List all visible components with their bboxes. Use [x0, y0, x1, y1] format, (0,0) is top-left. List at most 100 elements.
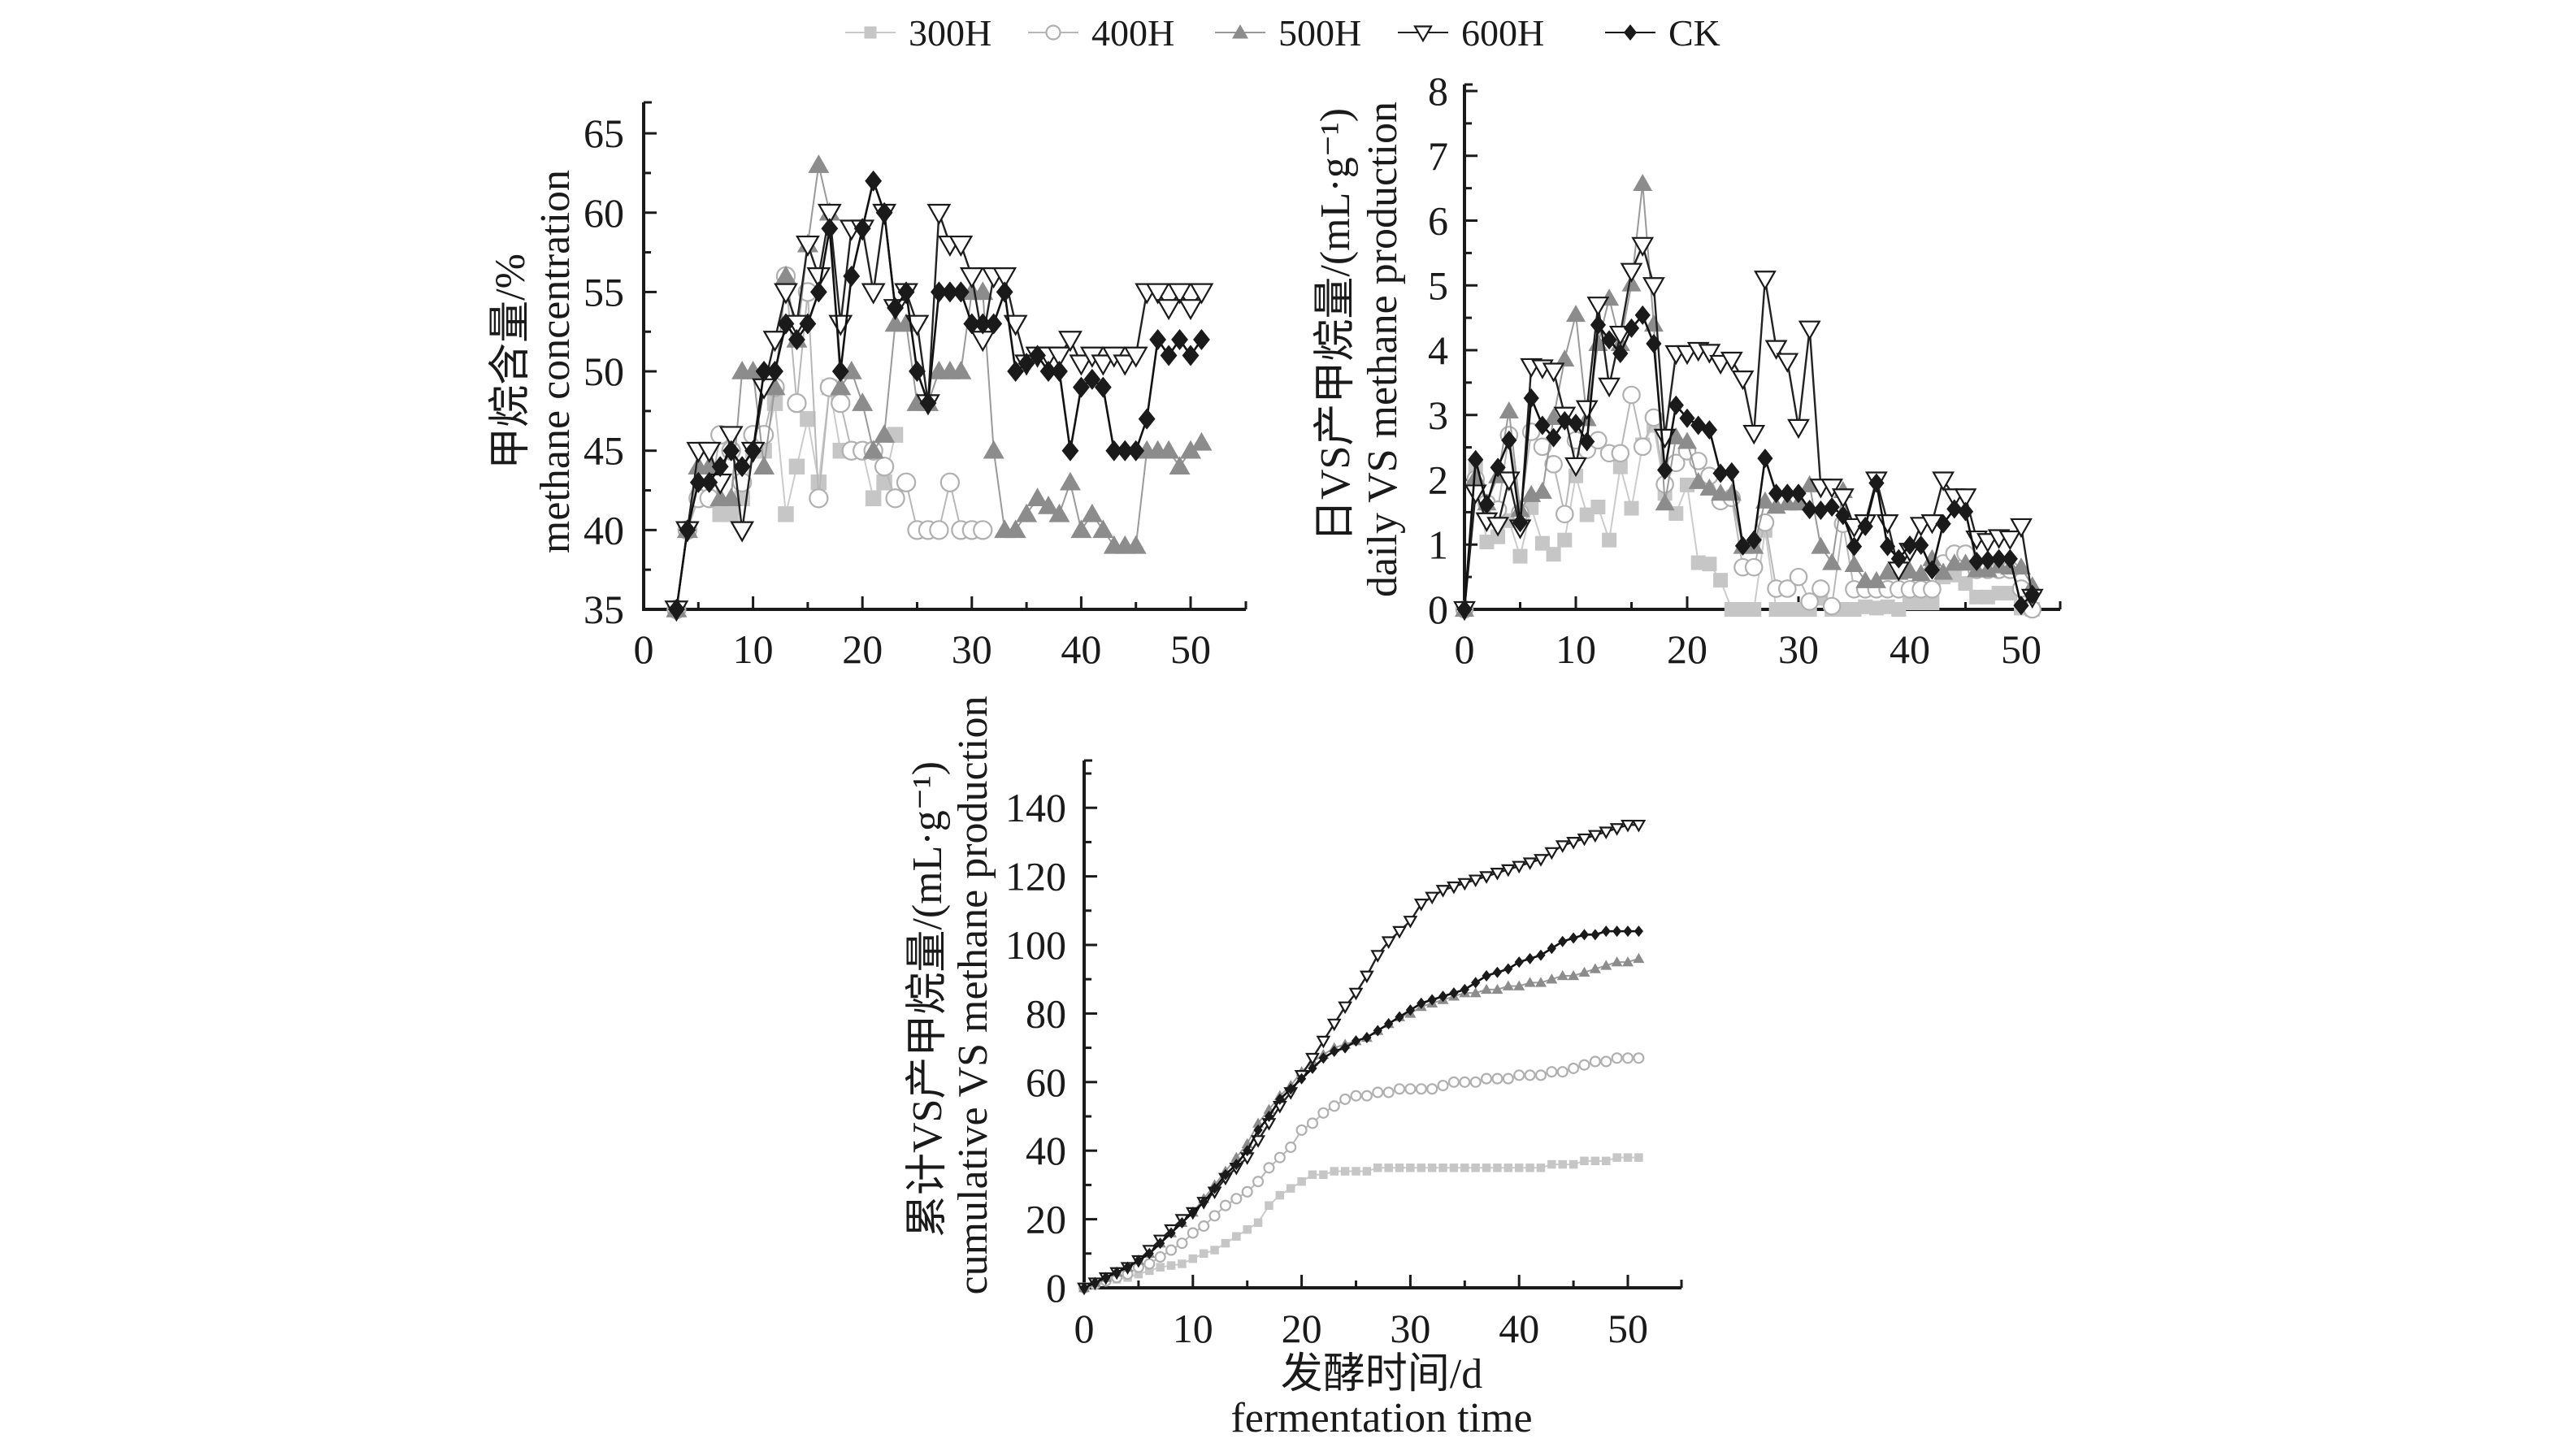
data-point — [1820, 479, 1843, 499]
data-point — [744, 440, 761, 462]
data-point — [1047, 346, 1072, 368]
data-point — [1533, 437, 1552, 457]
data-point — [1734, 535, 1751, 556]
data-point — [1501, 430, 1517, 450]
data-point — [1844, 554, 1864, 572]
data-point — [1360, 1090, 1373, 1102]
data-point — [1800, 592, 1819, 611]
data-point — [1231, 1159, 1241, 1171]
data-point — [1642, 277, 1665, 297]
data-point — [1609, 823, 1625, 836]
x-tick-label: 50 — [1608, 1306, 1648, 1351]
data-point — [778, 506, 794, 522]
data-point — [1191, 431, 1213, 451]
data-point — [1868, 600, 1884, 616]
data-point — [1954, 488, 1977, 509]
data-point — [1980, 550, 1996, 570]
data-point — [1991, 586, 2007, 601]
data-point — [1479, 535, 1495, 550]
data-point — [1957, 501, 1974, 522]
legend-label: 300H — [909, 12, 991, 54]
data-point — [1569, 932, 1578, 944]
data-point — [1536, 949, 1546, 961]
data-point — [996, 281, 1013, 303]
legend-marker-circle-open-icon — [1045, 24, 1061, 41]
data-point — [1622, 385, 1641, 405]
data-point — [1688, 471, 1708, 489]
data-point — [1156, 1263, 1165, 1272]
y-tick-label: 120 — [1005, 854, 1066, 899]
data-point — [1913, 535, 1929, 556]
data-point — [1532, 481, 1552, 499]
data-point — [1061, 440, 1079, 462]
data-point — [1491, 983, 1503, 994]
data-point — [1633, 1052, 1645, 1064]
data-point — [1546, 427, 1562, 448]
y-tick-label: 4 — [1428, 327, 1448, 373]
data-point — [753, 456, 775, 474]
data-point — [1633, 437, 1652, 457]
data-point — [755, 361, 773, 383]
data-point — [1514, 1164, 1524, 1172]
data-point — [1384, 1018, 1394, 1030]
series-600h — [664, 203, 1214, 622]
data-point — [1780, 602, 1795, 617]
data-point — [1566, 305, 1586, 323]
data-point — [963, 313, 981, 335]
data-point — [1968, 551, 1985, 571]
data-point — [1199, 1249, 1208, 1259]
data-point — [1534, 415, 1551, 436]
x-tick-label: 20 — [842, 626, 883, 672]
data-point — [1712, 463, 1729, 483]
data-point — [1633, 952, 1645, 964]
data-point — [1891, 602, 1907, 617]
data-point — [1831, 488, 1855, 509]
data-point — [875, 202, 893, 223]
data-point — [1557, 532, 1573, 548]
data-point — [1790, 483, 1807, 504]
data-point — [1556, 505, 1574, 524]
data-point — [774, 283, 798, 305]
data-point — [1713, 573, 1729, 588]
data-point — [1924, 596, 1940, 611]
data-point — [1167, 283, 1192, 305]
data-point — [1417, 1164, 1426, 1172]
data-point — [1611, 1052, 1623, 1064]
data-point — [1621, 274, 1642, 292]
data-point — [1523, 388, 1539, 409]
data-point — [1286, 1184, 1295, 1193]
data-point — [1004, 519, 1026, 539]
data-point — [1221, 1168, 1230, 1181]
data-point — [1778, 579, 1797, 598]
data-point — [1924, 560, 1940, 580]
data-point — [1384, 1164, 1393, 1172]
data-point — [1587, 830, 1603, 843]
data-point — [1846, 536, 1863, 557]
data-point — [696, 441, 722, 463]
data-point — [939, 472, 961, 492]
data-point — [1048, 503, 1070, 522]
data-point — [1666, 427, 1686, 444]
data-point — [1326, 1018, 1342, 1032]
data-point — [1295, 1124, 1308, 1136]
data-point — [1764, 340, 1788, 360]
data-point — [1059, 471, 1081, 491]
data-point — [1243, 1145, 1252, 1157]
data-point — [1493, 1164, 1502, 1172]
data-point — [1512, 513, 1529, 533]
data-point — [1459, 1076, 1471, 1088]
y-tick-label: 100 — [1005, 922, 1066, 968]
data-point — [1724, 602, 1739, 617]
data-point — [1510, 500, 1530, 518]
data-point — [1316, 1035, 1331, 1049]
cumulative-vs-methane-chart: 累计VS产甲烷量/(mL·g⁻¹) cumulative VS methane … — [905, 696, 1683, 1441]
data-point — [1600, 1055, 1612, 1068]
y-axis-title-cn: 累计VS产甲烷量/(mL·g⁻¹) — [905, 761, 951, 1237]
data-point — [959, 267, 984, 289]
data-point — [1623, 1153, 1633, 1162]
data-point — [1471, 1164, 1480, 1172]
data-point — [865, 490, 882, 507]
data-point — [796, 235, 820, 258]
data-point — [1362, 1031, 1372, 1043]
series-line-ck — [1083, 930, 1639, 1289]
